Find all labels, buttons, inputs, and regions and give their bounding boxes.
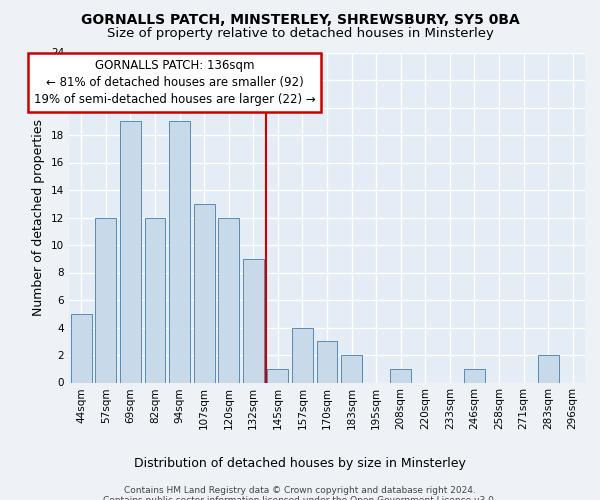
Text: Size of property relative to detached houses in Minsterley: Size of property relative to detached ho… [107, 28, 493, 40]
Text: Contains HM Land Registry data © Crown copyright and database right 2024.
Contai: Contains HM Land Registry data © Crown c… [103, 486, 497, 500]
Bar [538, 355, 559, 382]
Bar [268, 369, 289, 382]
Text: GORNALLS PATCH: 136sqm
← 81% of detached houses are smaller (92)
19% of semi-det: GORNALLS PATCH: 136sqm ← 81% of detached… [34, 60, 316, 106]
Bar [341, 355, 362, 382]
Bar [464, 369, 485, 382]
Bar [145, 218, 166, 382]
Bar [390, 369, 411, 382]
Bar [218, 218, 239, 382]
Y-axis label: Number of detached properties: Number of detached properties [32, 119, 46, 316]
Bar [292, 328, 313, 382]
Bar [71, 314, 92, 382]
Bar [95, 218, 116, 382]
Bar [120, 121, 141, 382]
Bar [243, 259, 264, 382]
Text: Distribution of detached houses by size in Minsterley: Distribution of detached houses by size … [134, 458, 466, 470]
Text: GORNALLS PATCH, MINSTERLEY, SHREWSBURY, SY5 0BA: GORNALLS PATCH, MINSTERLEY, SHREWSBURY, … [80, 12, 520, 26]
Bar [194, 204, 215, 382]
Bar [317, 341, 337, 382]
Bar [169, 121, 190, 382]
